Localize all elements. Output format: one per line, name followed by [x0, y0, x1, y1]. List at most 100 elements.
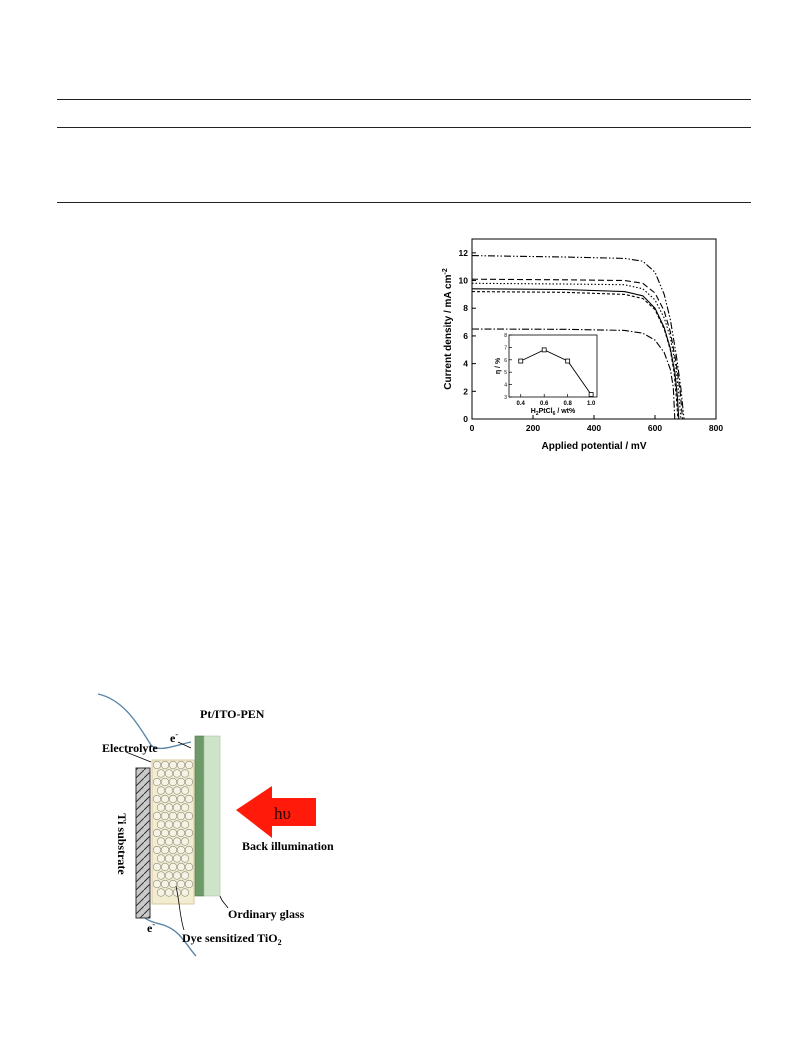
tio2-particle: [152, 862, 162, 872]
ito-pen-electrode: [194, 735, 205, 897]
tio2-particle: [164, 837, 174, 846]
tio2-particle: [172, 820, 182, 829]
y-tick-label: 10: [459, 276, 469, 286]
tio2-particle: [176, 828, 186, 838]
tio2-particle: [176, 760, 186, 770]
tio2-particle: [184, 794, 194, 804]
tio2-particle: [176, 862, 186, 872]
tio2-particle: [164, 769, 174, 778]
tio2-particle: [168, 845, 178, 855]
inset-y-tick-label: 8: [504, 333, 507, 339]
tio2-particle: [172, 854, 182, 863]
tio2-particle: [160, 760, 170, 770]
tio2-particle: [168, 828, 178, 838]
tio2-particle: [156, 769, 166, 778]
inset-frame: [508, 334, 598, 398]
tio2-particle: [176, 811, 186, 821]
inset-y-tick-label: 4: [504, 383, 507, 389]
x-tick-label: 0: [470, 423, 475, 433]
tio2-particle: [184, 879, 194, 889]
tio2-particle: [156, 786, 166, 795]
inset-x-label: H2PtCl6 / wt%: [531, 408, 576, 417]
tio2-pointer: [175, 885, 185, 931]
tio2-particle: [152, 811, 162, 821]
y-tick-label: 4: [463, 359, 468, 369]
tio2-particle: [160, 794, 170, 804]
tio2-particle: [164, 786, 174, 795]
tio2-particle: [156, 803, 166, 812]
tio2-particle: [180, 820, 190, 829]
tio2-particle: [180, 888, 190, 897]
y-tick-label: 2: [463, 386, 468, 396]
tio2-particle: [168, 862, 178, 872]
tio2-particle: [156, 820, 166, 829]
electrolyte-pointer: [125, 751, 152, 763]
tio2-particle: [176, 879, 186, 889]
tio2-particle: [168, 760, 178, 770]
tio2-particle: [172, 871, 182, 880]
ordinary-glass: [203, 735, 221, 897]
tio2-particle: [168, 777, 178, 787]
tio2-particle: [152, 760, 162, 770]
tio2-particle: [176, 794, 186, 804]
tio2-particle: [168, 794, 178, 804]
x-axis-label: Applied potential / mV: [541, 441, 646, 452]
tio2-particle: [184, 777, 194, 787]
tio2-particle: [176, 777, 186, 787]
tio2-particle: [168, 879, 178, 889]
tio2-particle: [168, 811, 178, 821]
bottom-electron-label: e-: [147, 920, 155, 935]
tio2-particle: [156, 837, 166, 846]
bottom-wire: [139, 913, 197, 957]
tio2-particle: [156, 888, 166, 897]
tio2-particle: [152, 828, 162, 838]
x-axis-ticks: 0 200 400 600 800: [470, 415, 723, 433]
pt-ito-pen-label: Pt/ITO-PEN: [200, 707, 265, 721]
tio2-particle: [152, 777, 162, 787]
ti-substrate-label: Ti substrate: [115, 813, 129, 875]
tio2-particle: [156, 871, 166, 880]
tio2-particle: [180, 769, 190, 778]
inset-line: [520, 349, 592, 395]
electrolyte-label: Electrolyte: [102, 741, 158, 755]
tio2-particle: [180, 837, 190, 846]
tio2-particle: [164, 803, 174, 812]
tio2-particle: [164, 888, 174, 897]
tio2-particle: [160, 879, 170, 889]
inset-y-tick-label: 3: [504, 395, 507, 401]
tio2-particle: [176, 845, 186, 855]
inset-x-tick-label: 0.4: [517, 401, 526, 407]
tio2-particle: [180, 854, 190, 863]
inset-x-tick-label: 1.0: [587, 401, 596, 407]
inset-chart: 0.4 0.6 0.8 1.0 3 4 5 6 7 8 η / % H2PtCl6 / wt%: [495, 333, 598, 417]
tio2-particle: [172, 803, 182, 812]
y-tick-label: 6: [463, 331, 468, 341]
series-line-6: [471, 328, 676, 420]
inset-x-tick-label: 0.6: [540, 401, 549, 407]
ti-substrate: [135, 767, 151, 919]
tio2-particle: [160, 845, 170, 855]
tio2-particles: [152, 760, 194, 897]
inset-y-label: η / %: [495, 357, 502, 374]
x-tick-label: 200: [526, 423, 540, 433]
tio2-label: Dye sensitized TiO2: [182, 931, 282, 947]
inset-marker: [565, 358, 571, 364]
tio2-particle: [184, 760, 194, 770]
inset-x-tick-label: 0.8: [563, 401, 572, 407]
inset-ticks: 0.4 0.6 0.8 1.0 3 4 5 6 7 8: [504, 333, 596, 407]
tio2-particle: [184, 828, 194, 838]
tio2-particle: [156, 854, 166, 863]
glass-pointer: [219, 895, 229, 909]
tio2-particle: [160, 811, 170, 821]
inset-marker: [518, 358, 524, 364]
tio2-particle: [184, 862, 194, 872]
top-wire: [97, 693, 192, 750]
y-tick-label: 8: [463, 303, 468, 313]
inset-y-tick-label: 6: [504, 358, 507, 364]
inset-y-tick-label: 7: [504, 345, 507, 351]
x-tick-label: 400: [587, 423, 601, 433]
tio2-particle: [152, 879, 162, 889]
tio2-particle: [172, 786, 182, 795]
inset-y-tick-label: 5: [504, 370, 507, 376]
top-electron-label: e-: [170, 730, 178, 745]
